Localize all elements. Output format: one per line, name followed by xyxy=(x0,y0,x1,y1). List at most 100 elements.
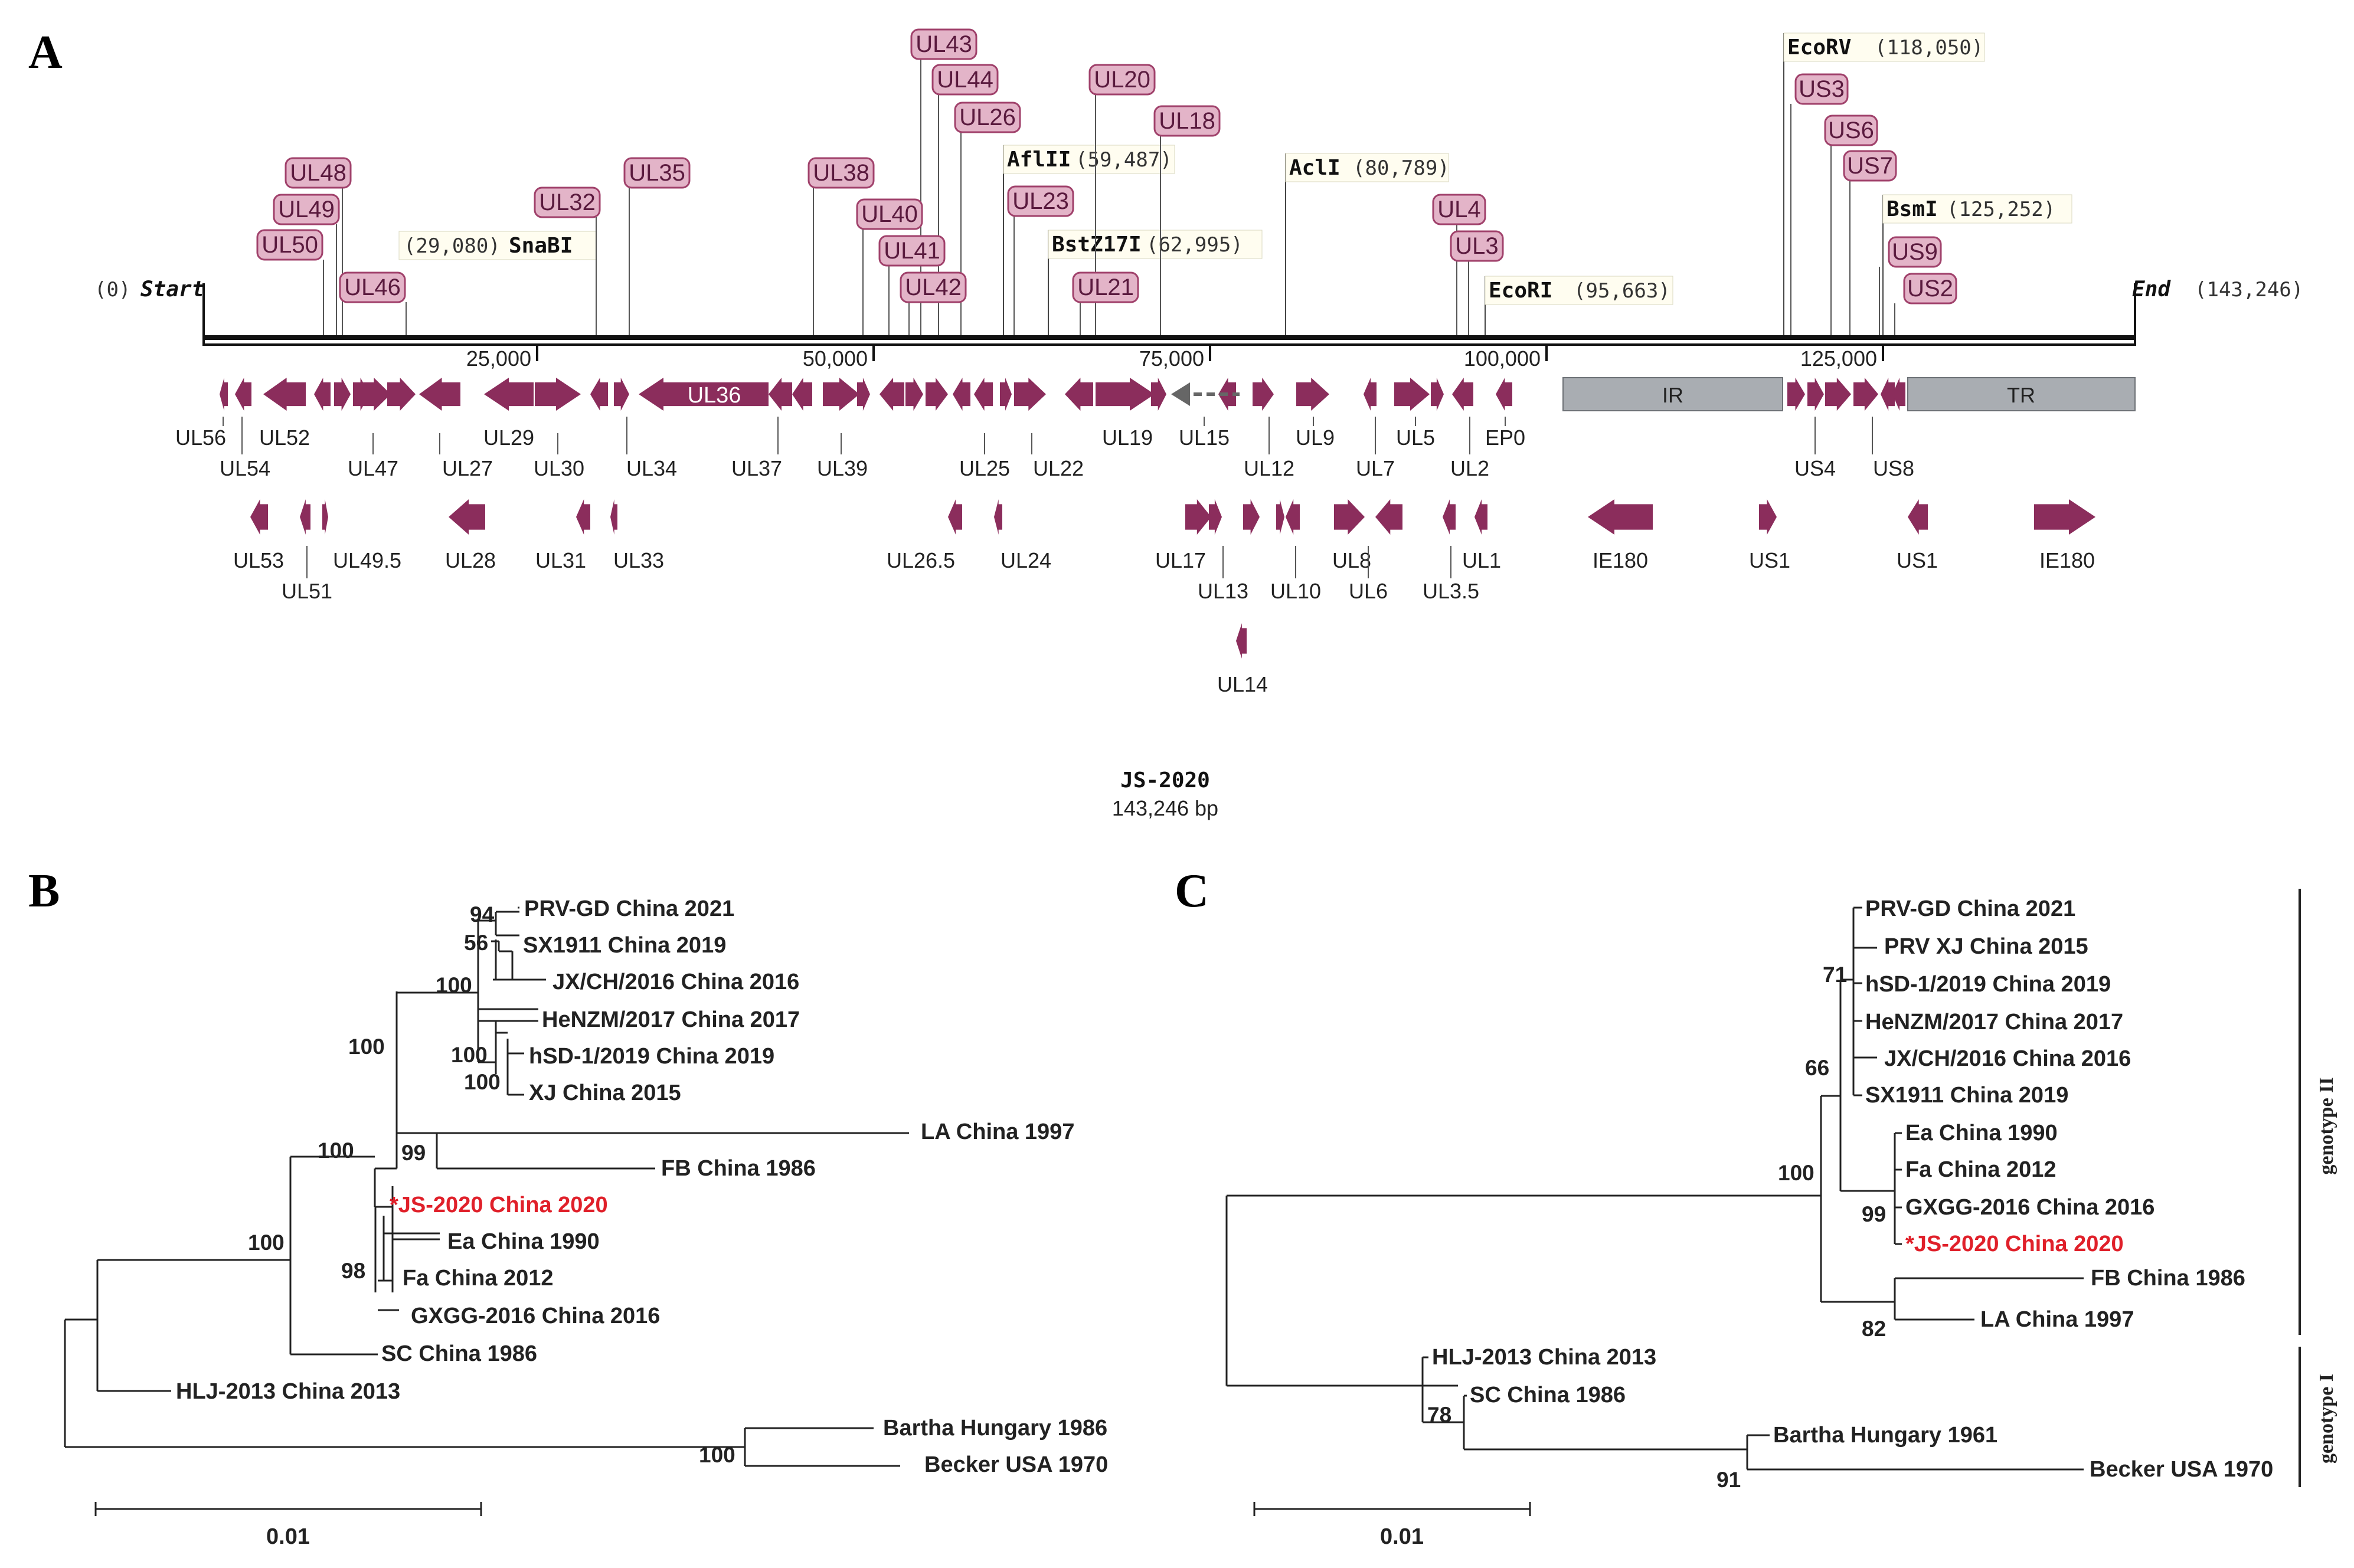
label-us1-right: US1 xyxy=(1897,548,1938,572)
region-tr-label: TR xyxy=(2007,383,2035,407)
panel-b: B xyxy=(28,865,1108,1549)
gene-label: UL13 xyxy=(1198,579,1248,603)
gene-callout-label: UL43 xyxy=(916,31,972,57)
gene-arrow xyxy=(1443,499,1456,535)
tick-label: 75,000 xyxy=(1139,346,1204,371)
leaf-label: XJ China 2015 xyxy=(529,1081,681,1105)
gene-arrow xyxy=(1394,378,1430,411)
gene-label: UL14 xyxy=(1217,672,1268,696)
bootstrap-value: 100 xyxy=(699,1443,735,1467)
tick-label: 50,000 xyxy=(803,346,868,371)
site-name: AflII xyxy=(1007,148,1071,172)
label-ul22: UL22 xyxy=(1031,433,1084,480)
gene-callout-label: US9 xyxy=(1892,239,1938,265)
site-name: BsmI xyxy=(1887,197,1938,221)
leaf-label: LA China 1997 xyxy=(921,1119,1074,1144)
gene-arrow xyxy=(974,378,993,411)
label-ul15: UL15 xyxy=(1179,417,1230,450)
row2-labels: UL53 UL51 UL49.5 UL28 UL31 UL33 UL26.5 U… xyxy=(233,546,2095,696)
leaf-label: HeNZM/2017 China 2017 xyxy=(542,1007,800,1032)
gene-label: US8 xyxy=(1873,456,1914,480)
tree-b-scale-bar: 0.01 xyxy=(94,1502,482,1549)
site-snabi: (29,080) SnaBI xyxy=(398,231,597,335)
gene-callout-label: UL4 xyxy=(1437,197,1480,222)
bootstrap-value: 71 xyxy=(1823,963,1847,987)
row1-labels: UL56 UL52 UL54 UL47 UL27 UL29 UL30 UL34 … xyxy=(175,417,1914,480)
gene-label: UL27 xyxy=(442,456,493,480)
panel-b-letter: B xyxy=(28,865,60,917)
gene-label: UL25 xyxy=(959,456,1010,480)
bootstrap-value: 99 xyxy=(401,1141,426,1165)
gene-callout-label: US3 xyxy=(1799,76,1845,102)
site-ecorv: EcoRV (118,050) xyxy=(1783,32,1985,335)
gene-label: UL8 xyxy=(1332,548,1371,572)
gene-callout-label: UL23 xyxy=(1012,188,1069,214)
tick: 75,000 xyxy=(1139,346,1211,371)
genotype-brackets: genotype II genotype I xyxy=(2299,889,2337,1487)
bootstrap-value: 82 xyxy=(1862,1317,1886,1341)
label-ul25: UL25 xyxy=(959,433,1010,480)
leaf-label: GXGG-2016 China 2016 xyxy=(1905,1195,2154,1220)
label-ul53: UL53 xyxy=(233,548,284,572)
bootstrap-value: 78 xyxy=(1427,1403,1451,1427)
label-ul56: UL56 xyxy=(175,417,226,450)
gene-callout-label: UL46 xyxy=(344,274,401,300)
gene-arrow xyxy=(823,378,859,411)
tick-label: 125,000 xyxy=(1800,346,1877,371)
leaf-label: hSD-1/2019 China 2019 xyxy=(529,1044,774,1069)
end-pos: (143,246) xyxy=(2195,278,2303,302)
gene-label: UL6 xyxy=(1349,579,1388,603)
gene-callout-label: UL3 xyxy=(1455,233,1498,259)
leaf-label-highlighted: *JS-2020 China 2020 xyxy=(1905,1232,2124,1256)
gene-arrow xyxy=(1892,378,1905,411)
site-name: EcoRI xyxy=(1489,279,1552,303)
gene-label: UL37 xyxy=(731,456,782,480)
gene-arrow xyxy=(314,378,331,411)
panel-c-letter: C xyxy=(1175,865,1209,917)
leaf-label-highlighted: *JS-2020 China 2020 xyxy=(390,1193,608,1217)
start-label: Start xyxy=(140,277,204,302)
gene-callout: UL23 xyxy=(1007,185,1074,335)
gene-callout: UL42 xyxy=(900,271,967,335)
label-ul14: UL14 xyxy=(1217,672,1268,696)
leaf-label: FB China 1986 xyxy=(2091,1266,2245,1291)
label-ul31: UL31 xyxy=(535,548,586,572)
gene-label: UL53 xyxy=(233,548,284,572)
gene-label: UL5 xyxy=(1396,425,1435,450)
gene-arrow xyxy=(449,499,485,535)
gene-arrow xyxy=(639,378,769,411)
leaf-label: HLJ-2013 China 2013 xyxy=(176,1379,400,1404)
leaf-label: HeNZM/2017 China 2017 xyxy=(1865,1010,2123,1035)
gene-label: US1 xyxy=(1897,548,1938,572)
label-ul34: UL34 xyxy=(626,417,677,480)
gene-label: UL33 xyxy=(613,548,664,572)
gene-arrow xyxy=(1276,499,1284,535)
gene-callout: UL26 xyxy=(954,102,1021,335)
site-acli: AclI (80,789) xyxy=(1285,153,1450,335)
site-pos: (118,050) xyxy=(1875,36,1983,60)
gene-callout-label: UL35 xyxy=(629,160,685,186)
gene-callout: UL35 xyxy=(623,157,691,335)
label-ul49-5: UL49.5 xyxy=(333,548,401,572)
scale-label: 0.01 xyxy=(266,1524,310,1549)
gene-callout: US9 xyxy=(1879,236,1942,335)
gene-callout: US6 xyxy=(1824,114,1878,335)
gene-label: UL1 xyxy=(1462,548,1501,572)
gene-arrow xyxy=(220,378,228,411)
leaf-label: hSD-1/2019 China 2019 xyxy=(1865,972,2111,997)
scale-label: 0.01 xyxy=(1380,1524,1424,1549)
ruler: 25,000 50,000 75,000 100,000 125,000 xyxy=(466,346,1884,371)
leaf-label: Fa China 2012 xyxy=(1905,1157,2057,1182)
gene-callout-label: UL42 xyxy=(905,274,962,300)
gene-label: UL22 xyxy=(1033,456,1084,480)
gene-callout-label: UL32 xyxy=(539,189,596,215)
region-tr xyxy=(1907,377,2136,411)
leaf-label: LA China 1997 xyxy=(1980,1307,2134,1332)
bootstrap-value: 56 xyxy=(464,931,488,955)
gene-callout: UL40 xyxy=(856,198,923,335)
gene-arrow xyxy=(1185,499,1211,535)
site-name: SnaBI xyxy=(509,234,573,258)
label-ul12: UL12 xyxy=(1244,417,1294,480)
gene-arrow xyxy=(1759,499,1777,535)
tick: 25,000 xyxy=(466,346,538,371)
